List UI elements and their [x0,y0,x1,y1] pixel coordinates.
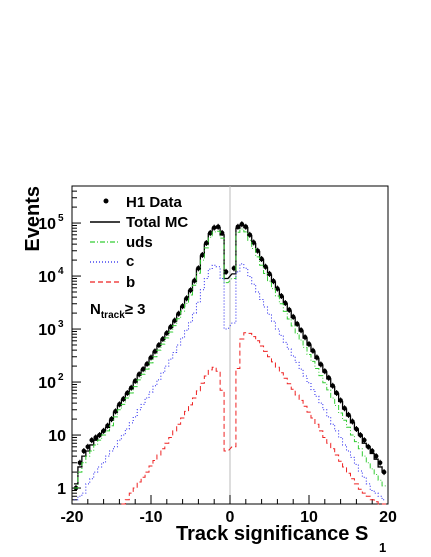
legend-marker-data [103,198,109,204]
series-b-line [121,332,387,505]
y-tick-label: 10 [38,322,56,339]
data-point [377,460,383,466]
x-axis-label: Track significance S [176,523,368,545]
x-tick-label: 10 [300,509,318,526]
y-tick-label: 10 [38,216,56,233]
data-point [77,460,83,466]
legend-label-uds: uds [126,234,153,251]
data-point [85,444,91,450]
legend: H1 Data Total MC uds c b Ntrack≥ 3 [90,194,188,321]
data-point [89,437,95,443]
y-tick-exponent: 5 [58,213,64,224]
data-point [231,266,237,271]
data-point [223,269,229,275]
x-tick-label: -20 [60,509,83,526]
data-point [369,448,375,454]
y-tick-label: 1 [57,481,66,498]
x-tick-label: -10 [139,509,162,526]
legend-label-data: H1 Data [126,194,183,211]
y-tick-label: 10 [48,428,66,445]
data-point [362,437,367,443]
annotation-ntrack: Ntrack≥ 3 [90,301,146,321]
data-point [81,448,87,454]
series-c-line [73,263,387,501]
y-tick-exponent: 2 [58,372,64,383]
annotation-base: N [90,301,101,318]
data-point [373,453,379,459]
y-tick-exponent: 3 [58,319,64,330]
x-tick-label: 20 [379,509,397,526]
x-tick-label: 0 [226,509,235,526]
legend-label-b: b [126,274,135,291]
series-uds-line [73,228,387,489]
y-tick-label: 10 [38,375,56,392]
y-tick-label: 10 [38,269,56,286]
legend-label-c: c [126,253,134,270]
series-total-mc-line [73,224,387,485]
y-tick-exponent: 4 [58,266,64,277]
annotation-rest: ≥ 3 [125,301,146,318]
y-axis-label: Events [22,186,44,252]
x-axis-label-subscript: 1 [379,540,386,555]
data-point [219,230,225,236]
annotation-subscript: track [101,310,125,321]
data-point [93,435,98,440]
ticks [71,185,389,505]
legend-label-total-mc: Total MC [126,214,188,231]
series-layer [73,221,387,505]
